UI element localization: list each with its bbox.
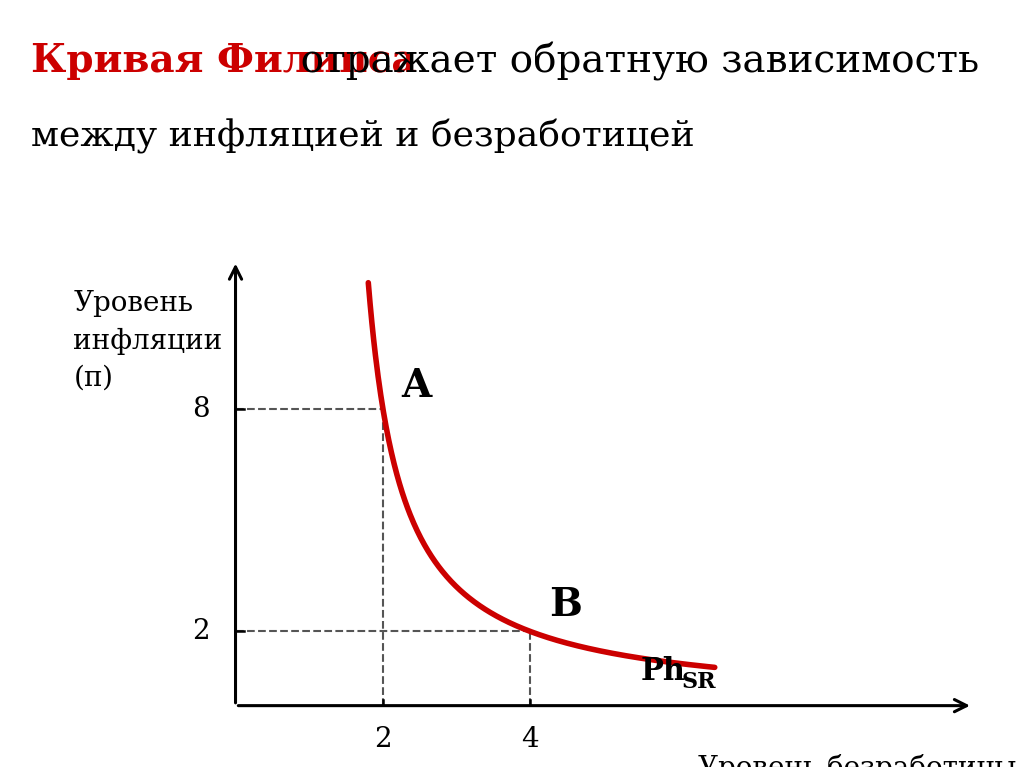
Text: отражает обратную зависимость: отражает обратную зависимость [276, 42, 980, 81]
Text: 8: 8 [193, 396, 210, 423]
Text: Ph: Ph [641, 656, 686, 686]
Text: Уровень безработицы (U): Уровень безработицы (U) [698, 754, 1024, 767]
Text: A: A [401, 367, 432, 406]
Text: B: B [549, 586, 582, 624]
Text: 2: 2 [374, 726, 392, 753]
Text: 2: 2 [193, 618, 210, 645]
Text: инфляции: инфляции [74, 328, 222, 354]
Text: между инфляцией и безработицей: между инфляцией и безработицей [31, 119, 694, 154]
Text: 4: 4 [521, 726, 540, 753]
Text: SR: SR [682, 671, 716, 693]
Text: (π): (π) [74, 364, 114, 392]
Text: Уровень: Уровень [74, 291, 194, 318]
Text: Кривая Филипса: Кривая Филипса [31, 42, 417, 81]
